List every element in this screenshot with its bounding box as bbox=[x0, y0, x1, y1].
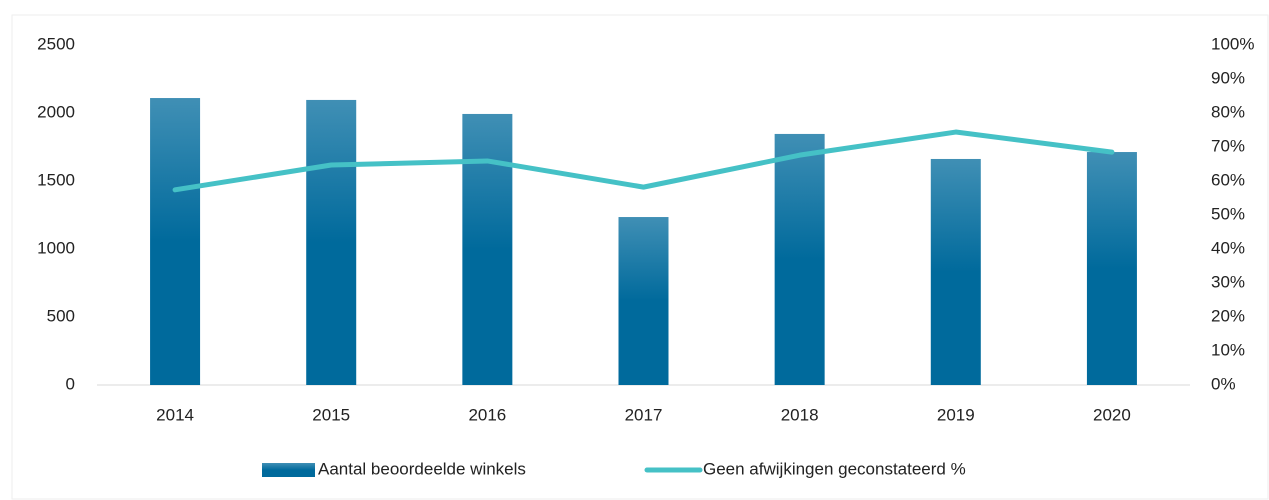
y2-tick-label: 100% bbox=[1211, 34, 1254, 53]
y2-tick-label: 30% bbox=[1211, 272, 1245, 291]
bar bbox=[150, 98, 201, 385]
bar bbox=[930, 158, 981, 385]
y-tick-label: 1000 bbox=[37, 238, 75, 257]
legend-swatch bbox=[262, 463, 315, 477]
y2-tick-label: 0% bbox=[1211, 374, 1236, 393]
x-tick-label: 2015 bbox=[312, 405, 350, 424]
x-tick-label: 2018 bbox=[781, 405, 819, 424]
y2-tick-label: 50% bbox=[1211, 204, 1245, 223]
bar bbox=[1086, 152, 1137, 385]
y2-tick-label: 40% bbox=[1211, 238, 1245, 257]
legend-label: Aantal beoordeelde winkels bbox=[318, 459, 526, 478]
y2-tick-label: 90% bbox=[1211, 68, 1245, 87]
x-tick-label: 2017 bbox=[625, 405, 663, 424]
bar bbox=[462, 113, 513, 386]
y2-tick-label: 70% bbox=[1211, 136, 1245, 155]
y-tick-label: 0 bbox=[66, 374, 75, 393]
chart-frame bbox=[11, 14, 1269, 500]
x-tick-label: 2016 bbox=[468, 405, 506, 424]
bar bbox=[774, 133, 825, 385]
y2-tick-label: 20% bbox=[1211, 306, 1245, 325]
legend-label: Geen afwijkingen geconstateerd % bbox=[703, 459, 966, 478]
y-tick-label: 500 bbox=[47, 306, 75, 325]
y-tick-label: 2000 bbox=[37, 102, 75, 121]
bar bbox=[618, 217, 669, 385]
y2-tick-label: 80% bbox=[1211, 102, 1245, 121]
y-tick-label: 2500 bbox=[37, 34, 75, 53]
x-tick-label: 2014 bbox=[156, 405, 194, 424]
y2-tick-label: 10% bbox=[1211, 340, 1245, 359]
bar bbox=[306, 99, 357, 385]
x-tick-label: 2020 bbox=[1093, 405, 1131, 424]
x-tick-label: 2019 bbox=[937, 405, 975, 424]
y-tick-label: 1500 bbox=[37, 170, 75, 189]
line bbox=[172, 129, 1115, 193]
y2-tick-label: 60% bbox=[1211, 170, 1245, 189]
